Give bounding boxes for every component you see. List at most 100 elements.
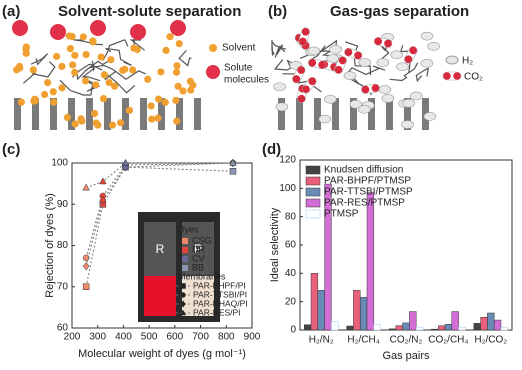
marker [180,292,186,298]
co2-o [404,55,413,64]
legend-label: PAR-BHPF/PI [193,280,246,290]
legend-label: PAR-DHAQ/PI [193,298,248,308]
polymer-chain [103,70,136,94]
legend-marker [209,44,217,52]
h2 [273,82,287,92]
y-tick-label: 80 [285,211,297,222]
h2 [409,91,423,101]
solvent [173,117,181,125]
marker [229,158,237,166]
marker [99,195,107,205]
solvent [89,38,97,46]
marker [82,261,90,271]
h2 [381,94,395,103]
solvent [129,66,137,74]
y-tick-label: 0 [290,325,296,336]
legend-swatch [305,209,321,219]
bar [373,324,381,331]
solute [50,24,66,40]
solvent [162,46,170,55]
pillar [350,98,357,130]
pillar [158,98,165,130]
marker [82,283,90,290]
pillar [14,98,21,130]
legend-label: BB [192,262,204,272]
h2 [323,95,337,104]
co2-o [338,56,347,65]
x-tick-label: 700 [192,332,209,343]
y-tick-label: 100 [279,183,296,194]
polymer-chain [73,39,103,46]
h2 [343,71,357,80]
bar [402,322,410,331]
solvent [71,51,79,59]
vial-liquid [144,276,176,316]
solvent [187,86,195,94]
solvent [105,78,113,87]
h2 [307,46,321,56]
x-axis-label: Gas pairs [382,350,430,362]
legend-label: molecules [224,75,269,86]
polymer-chain [271,40,286,50]
bar [415,326,424,331]
legend-label: Solvent [222,43,256,54]
co2-o [374,37,383,46]
panel-title: Solvent-solute separation [58,3,241,20]
solvent [166,33,174,41]
legend-marker [206,65,220,79]
y-tick-label: 100 [51,158,68,169]
y-tick-label: 20 [285,296,297,307]
x-tick-label: CO₂/N₂ [390,335,423,346]
y-tick-label: 80 [57,240,69,251]
solvent [172,96,180,105]
solvent [49,88,57,96]
co2-o [443,72,451,80]
co2-o [302,85,310,93]
co2-o [308,58,317,67]
bar [346,325,354,331]
inset-label: R [156,242,165,256]
series-line [85,166,233,287]
co2-o [299,37,307,46]
solvent [172,68,181,76]
legend-swatch [182,238,188,244]
legend-swatch [182,247,188,253]
solvent [63,113,72,122]
legend-title: Dyes [178,224,199,234]
bar [431,328,439,331]
x-tick-label: H₂/N₂ [309,335,334,346]
legend-label: Solute [224,63,253,74]
h2 [378,85,392,94]
legend-label: Knudsen diffusion [324,165,403,176]
solvent [22,43,30,51]
co2-o [384,39,392,48]
legend-label: H₂ [462,56,473,67]
solvent [147,102,155,110]
legend-swatch [305,165,321,175]
solvent [77,115,85,123]
solvent [71,120,79,128]
solvent [58,84,66,92]
y-tick-label: 90 [57,199,69,210]
solvent [97,53,105,61]
co2-o [371,84,380,92]
co2-o [453,72,461,80]
solvent [58,62,66,71]
solvent [68,32,76,41]
legend-label: PAR-RES/PI [193,307,241,317]
co2-o [297,66,305,74]
h2 [390,50,403,60]
solvent [99,95,108,103]
bar [458,326,466,331]
legend-title: Membranes [178,271,226,281]
vial-liquid [182,276,214,316]
solvent [116,119,125,127]
polymer-chain [89,64,146,80]
polymer-chain [178,49,192,67]
solvent [94,121,102,129]
solvent [108,121,117,129]
pillar [332,98,339,130]
bar [487,312,495,331]
y-tick-label: 60 [57,323,69,334]
y-axis-label: Rejection of dyes (%) [44,193,56,298]
